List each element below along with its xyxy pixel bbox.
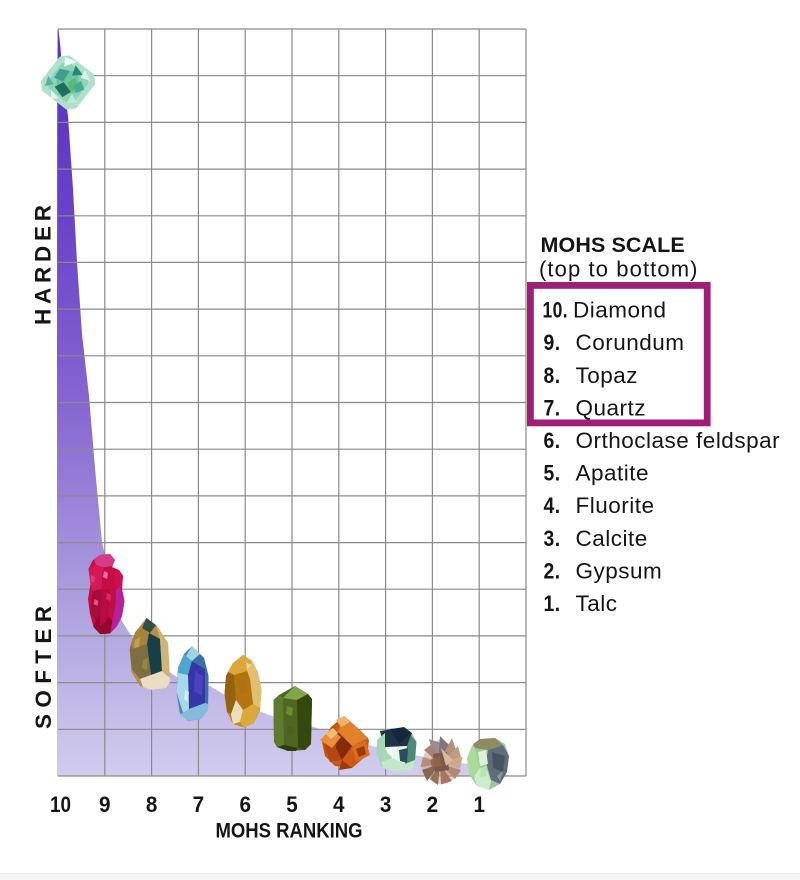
svg-text:Quartz: Quartz bbox=[576, 395, 647, 420]
svg-text:1.: 1. bbox=[544, 591, 561, 616]
svg-text:Corundum: Corundum bbox=[576, 330, 685, 355]
svg-text:7.: 7. bbox=[544, 395, 561, 420]
svg-text:4.: 4. bbox=[544, 493, 561, 518]
svg-text:7: 7 bbox=[193, 792, 205, 817]
svg-text:9.: 9. bbox=[544, 330, 561, 355]
svg-text:6.: 6. bbox=[544, 428, 561, 453]
svg-text:Apatite: Apatite bbox=[576, 461, 650, 486]
svg-text:8: 8 bbox=[146, 792, 158, 817]
svg-text:Orthoclase feldspar: Orthoclase feldspar bbox=[576, 428, 781, 453]
svg-text:Topaz: Topaz bbox=[576, 363, 639, 388]
svg-text:3: 3 bbox=[380, 792, 392, 817]
svg-text:MOHS SCALE: MOHS SCALE bbox=[541, 233, 685, 257]
svg-text:9: 9 bbox=[99, 792, 111, 817]
svg-text:2.: 2. bbox=[544, 558, 561, 583]
svg-text:Calcite: Calcite bbox=[576, 526, 648, 551]
svg-text:Diamond: Diamond bbox=[573, 298, 667, 323]
svg-text:4: 4 bbox=[333, 792, 345, 817]
svg-text:MOHS RANKING: MOHS RANKING bbox=[216, 819, 363, 843]
svg-text:Talc: Talc bbox=[576, 591, 618, 616]
svg-text:Gypsum: Gypsum bbox=[576, 558, 663, 583]
svg-text:2: 2 bbox=[427, 792, 439, 817]
svg-text:3.: 3. bbox=[544, 526, 561, 551]
svg-text:10: 10 bbox=[50, 792, 71, 817]
svg-text:5.: 5. bbox=[544, 461, 561, 486]
svg-text:1: 1 bbox=[473, 792, 485, 817]
svg-text:5: 5 bbox=[286, 792, 298, 817]
svg-text:10.: 10. bbox=[543, 298, 569, 323]
svg-text:8.: 8. bbox=[544, 363, 561, 388]
svg-text:(top to bottom): (top to bottom) bbox=[539, 257, 699, 282]
svg-text:Fluorite: Fluorite bbox=[576, 493, 655, 518]
svg-text:6: 6 bbox=[239, 792, 251, 817]
